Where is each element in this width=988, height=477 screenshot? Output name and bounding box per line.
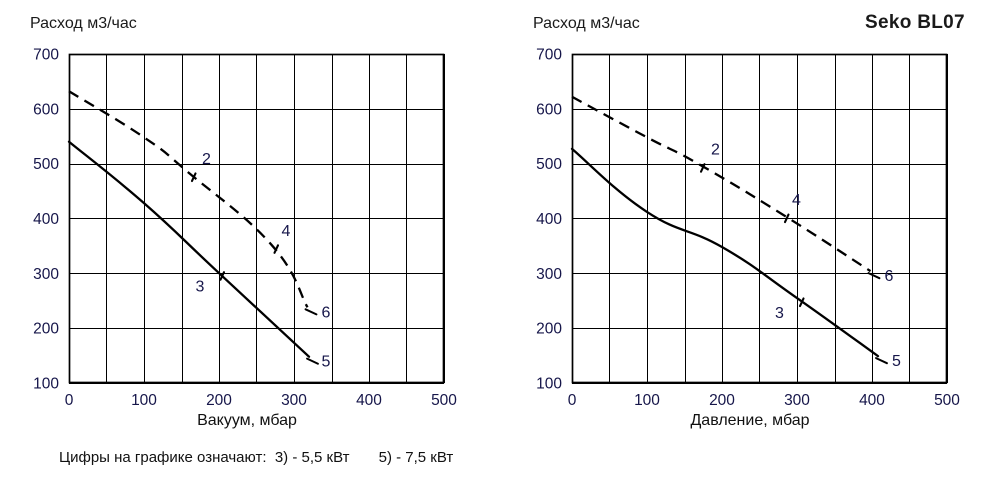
svg-text:3: 3: [775, 305, 784, 322]
svg-text:600: 600: [33, 101, 59, 118]
svg-text:100: 100: [33, 376, 59, 393]
svg-text:6: 6: [322, 304, 331, 321]
svg-text:2: 2: [711, 142, 720, 159]
svg-text:100: 100: [536, 376, 562, 393]
svg-text:200: 200: [206, 392, 232, 409]
svg-text:200: 200: [536, 321, 562, 338]
svg-text:400: 400: [536, 211, 562, 228]
svg-text:400: 400: [356, 392, 382, 409]
svg-text:0: 0: [568, 392, 577, 409]
svg-text:700: 700: [33, 47, 59, 64]
svg-text:300: 300: [536, 266, 562, 283]
svg-text:100: 100: [634, 392, 660, 409]
svg-text:300: 300: [281, 392, 307, 409]
svg-text:200: 200: [709, 392, 735, 409]
svg-text:300: 300: [784, 392, 810, 409]
svg-text:4: 4: [282, 223, 291, 240]
svg-text:100: 100: [131, 392, 157, 409]
svg-text:4: 4: [792, 192, 801, 209]
svg-text:700: 700: [536, 47, 562, 64]
svg-text:500: 500: [934, 392, 960, 409]
svg-text:400: 400: [859, 392, 885, 409]
svg-text:600: 600: [536, 101, 562, 118]
svg-text:500: 500: [536, 156, 562, 173]
svg-text:300: 300: [33, 266, 59, 283]
svg-text:6: 6: [885, 268, 894, 285]
svg-text:0: 0: [65, 392, 74, 409]
svg-text:2: 2: [202, 151, 211, 168]
svg-text:5: 5: [892, 353, 901, 370]
svg-text:500: 500: [431, 392, 457, 409]
svg-text:5: 5: [322, 354, 331, 371]
svg-text:400: 400: [33, 211, 59, 228]
svg-text:200: 200: [33, 321, 59, 338]
svg-text:500: 500: [33, 156, 59, 173]
svg-text:3: 3: [196, 279, 205, 296]
